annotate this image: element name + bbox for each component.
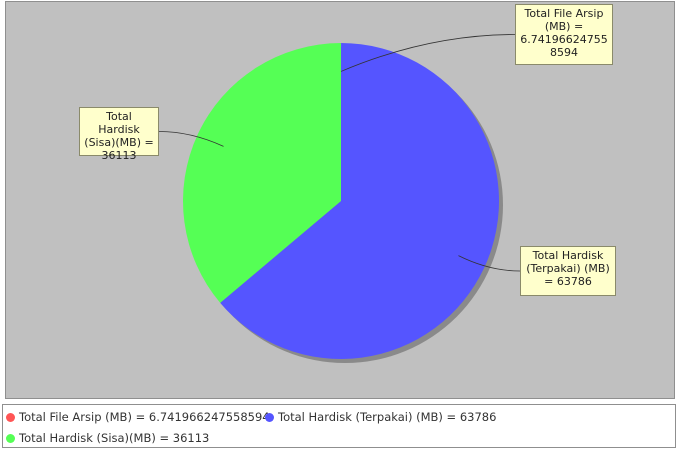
legend: Total File Arsip (MB) = 6.74196624755859…	[2, 404, 676, 448]
legend-dot-green-icon	[6, 433, 15, 443]
pie-slice-1	[220, 43, 499, 360]
leader-line-0	[340, 34, 516, 72]
leader-line-2	[158, 131, 224, 147]
callout-total-hardisk-sisa: Total Hardisk (Sisa)(MB) = 36113	[79, 107, 159, 162]
legend-label: Total File Arsip (MB) = 6.74196624755859…	[19, 410, 270, 424]
leader-line-1	[458, 255, 521, 272]
callout-total-file-arsip: Total File Arsip (MB) = 6.74196624755 85…	[515, 4, 613, 65]
legend-item-total-hardisk-terpakai: Total Hardisk (Terpakai) (MB) = 63786	[265, 410, 496, 424]
legend-label: Total Hardisk (Sisa)(MB) = 36113	[19, 431, 210, 445]
legend-dot-red-icon	[6, 412, 15, 422]
pie-slice-2	[183, 43, 341, 303]
pie-chart	[158, 34, 521, 363]
legend-label: Total Hardisk (Terpakai) (MB) = 63786	[278, 410, 497, 424]
callout-total-hardisk-terpakai: Total Hardisk (Terpakai) (MB) = 63786	[520, 246, 616, 296]
legend-dot-blue-icon	[265, 412, 274, 422]
plot-area: Total File Arsip (MB) = 6.74196624755 85…	[5, 1, 675, 399]
legend-item-total-hardisk-sisa: Total Hardisk (Sisa)(MB) = 36113	[6, 431, 209, 445]
legend-item-total-file-arsip: Total File Arsip (MB) = 6.74196624755859…	[6, 410, 270, 424]
